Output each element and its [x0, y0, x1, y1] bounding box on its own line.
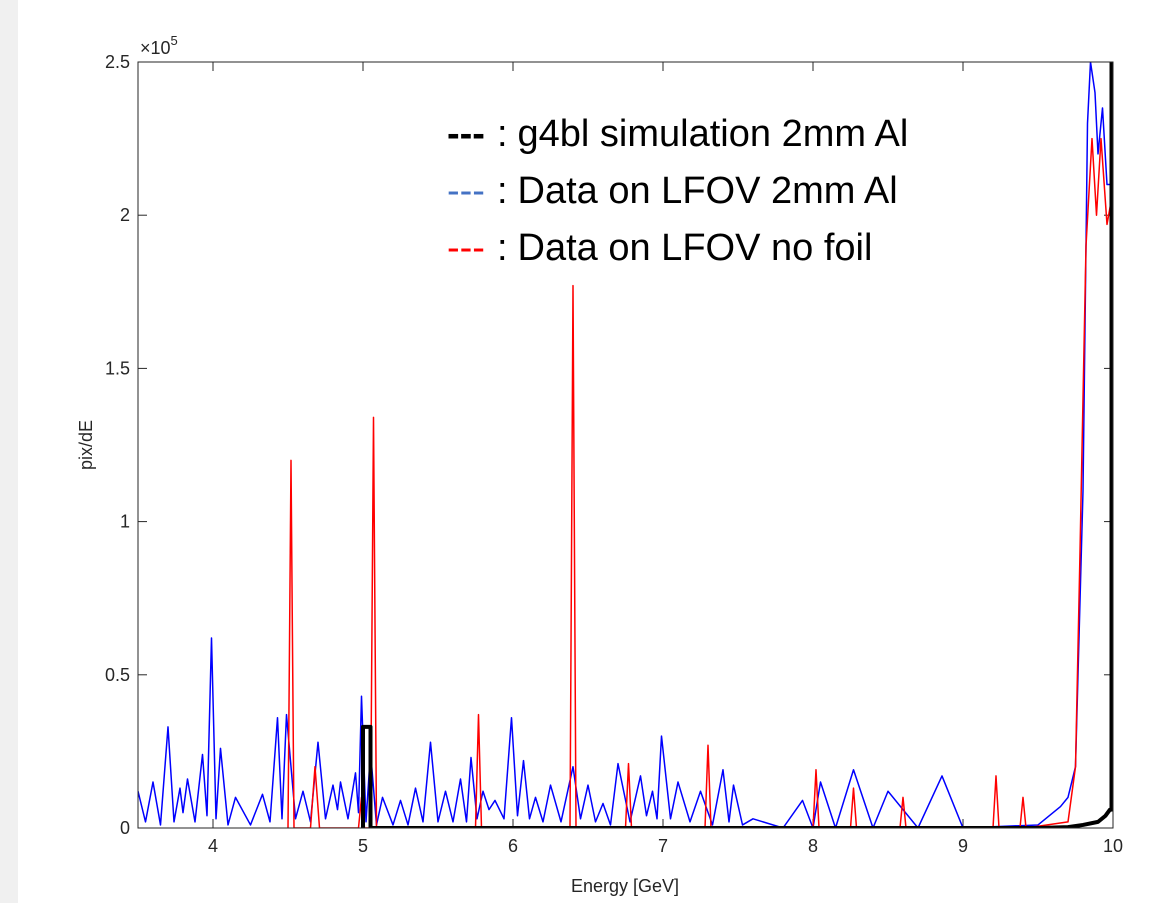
legend-entry: ---: Data on LFOV 2mm Al — [447, 170, 898, 212]
y-tick-label: 1.5 — [105, 358, 130, 378]
y-exponent-base: ×10 — [140, 38, 171, 58]
legend-separator: : — [497, 227, 508, 269]
legend-marker: --- — [447, 170, 485, 212]
series-line — [138, 62, 1113, 828]
x-tick-label: 8 — [808, 836, 818, 856]
x-tick-label: 6 — [508, 836, 518, 856]
legend-label: Data on LFOV no foil — [518, 227, 873, 269]
y-exponent: ×105 — [140, 33, 178, 58]
plot-box — [137, 61, 1114, 829]
y-tick-label: 0.5 — [105, 665, 130, 685]
y-tick-label: 2.5 — [105, 52, 130, 72]
legend-marker: --- — [447, 227, 485, 269]
y-exponent-power: 5 — [171, 33, 178, 48]
y-tick-label: 1 — [120, 512, 130, 532]
x-axis-label: Energy [GeV] — [571, 876, 679, 896]
legend-marker: --- — [447, 113, 485, 155]
y-tick-label: 2 — [120, 205, 130, 225]
series-line — [361, 62, 1113, 828]
x-tick-label: 7 — [658, 836, 668, 856]
legend-label: g4bl simulation 2mm Al — [518, 113, 909, 155]
figure-background — [18, 0, 1150, 903]
x-tick-label: 9 — [958, 836, 968, 856]
legend-entry: ---: Data on LFOV no foil — [447, 227, 872, 269]
legend-separator: : — [497, 170, 508, 212]
x-tick-label: 4 — [208, 836, 218, 856]
legend-entry: ---: g4bl simulation 2mm Al — [447, 113, 908, 155]
y-axis-label: pix/dE — [76, 420, 96, 470]
x-tick-label: 10 — [1103, 836, 1123, 856]
legend-separator: : — [497, 113, 508, 155]
plot-lines — [138, 62, 1113, 828]
x-tick-label: 5 — [358, 836, 368, 856]
y-tick-label: 0 — [120, 818, 130, 838]
legend-label: Data on LFOV 2mm Al — [518, 170, 898, 212]
